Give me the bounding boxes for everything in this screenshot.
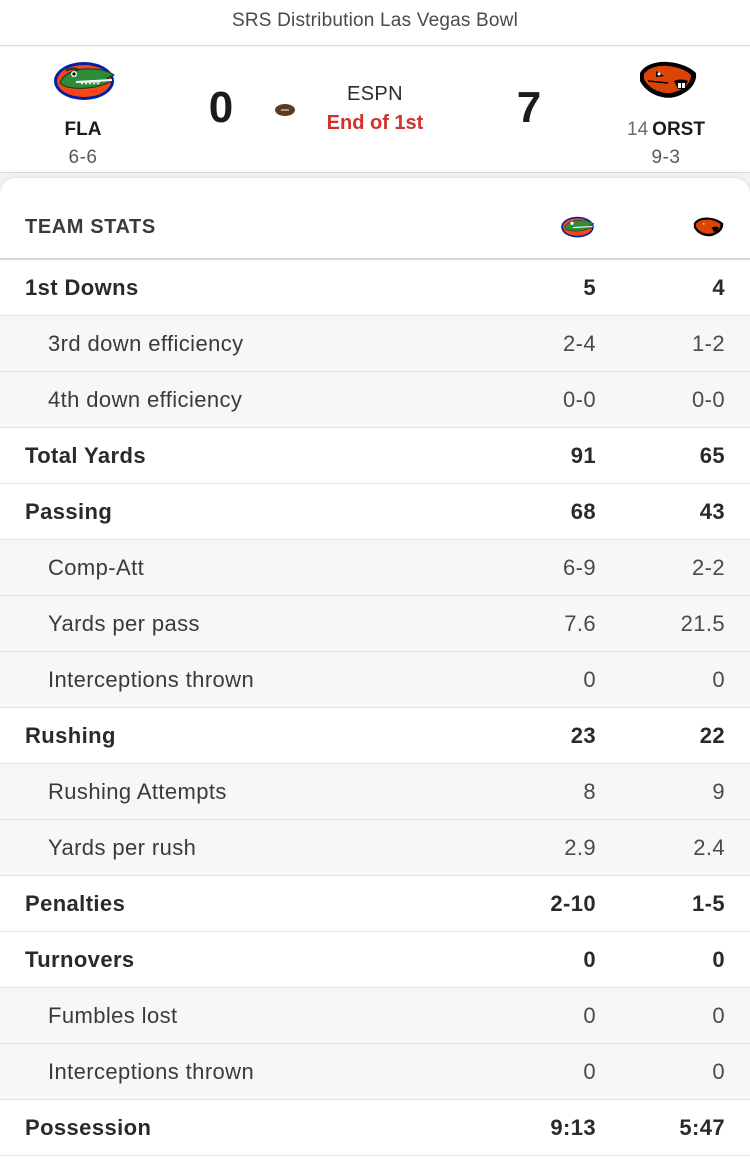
stat-away-value: 0-0 [563,387,596,412]
stat-away-value: 0 [583,947,596,972]
stat-home-value: 9 [712,779,725,804]
stat-home-value: 4 [712,275,725,300]
stat-home-value: 1-2 [692,331,725,356]
stat-away-value: 0 [583,667,596,692]
stat-home-value: 0-0 [692,387,725,412]
stat-label: Interceptions thrown [48,1059,255,1084]
stat-away-value: 2-10 [550,891,596,916]
team-stats-title: TEAM STATS [25,216,156,238]
stat-away-value: 2-4 [563,331,596,356]
home-score: 7 [516,83,542,132]
stat-row: Total Yards 91 65 [0,428,750,484]
stat-row: Fumbles lost 0 0 [0,988,750,1044]
stat-label: Total Yards [25,443,146,468]
stat-label: Rushing [25,723,116,748]
stat-label: Passing [25,499,113,524]
stat-row: Rushing 23 22 [0,708,750,764]
stat-label: Yards per rush [48,835,197,860]
florida-gators-logo-icon [52,57,118,103]
stat-label: 4th down efficiency [48,387,243,412]
stat-away-value: 0 [583,1003,596,1028]
stat-away-value: 0 [583,1059,596,1084]
stat-row: Yards per pass 7.6 21.5 [0,596,750,652]
stat-home-value: 2-2 [692,555,725,580]
home-team-name: 14 ORST [600,119,732,141]
stat-row: Rushing Attempts 8 9 [0,764,750,820]
team-stats-card: TEAM STATS 1st Downs 5 4 [0,178,750,1160]
stat-row: Passing 68 43 [0,484,750,540]
stat-label: 3rd down efficiency [48,331,244,356]
stat-away-value: 6-9 [563,555,596,580]
football-icon [274,103,296,117]
away-team-record: 6-6 [68,147,98,168]
home-team-abbr: ORST [652,119,705,140]
stat-row: Comp-Att 6-9 2-2 [0,540,750,596]
stat-home-value: 0 [712,1059,725,1084]
stat-row: Penalties 2-10 1-5 [0,876,750,932]
stat-away-value: 8 [583,779,596,804]
stat-away-value: 23 [570,723,596,748]
stat-home-value: 0 [712,947,725,972]
stat-label: 1st Downs [25,275,139,300]
stat-row: 1st Downs 5 4 [0,260,750,316]
stat-row: Possession 9:13 5:47 [0,1100,750,1156]
stat-away-value: 9:13 [550,1115,596,1140]
stat-label: Yards per pass [48,611,200,636]
stat-away-value: 2.9 [564,835,596,860]
bowl-title: SRS Distribution Las Vegas Bowl [0,0,750,46]
game-status: End of 1st [326,112,424,134]
stat-label: Comp-Att [48,555,145,580]
stat-home-value: 0 [712,1003,725,1028]
stat-home-value: 1-5 [692,891,725,916]
broadcast-network: ESPN [346,83,404,105]
stat-row: Interceptions thrown 0 0 [0,652,750,708]
stat-label: Penalties [25,891,126,916]
stat-row: Yards per rush 2.9 2.4 [0,820,750,876]
stat-home-value: 43 [699,499,725,524]
stat-away-value: 91 [570,443,596,468]
stat-home-value: 0 [712,667,725,692]
stat-home-value: 65 [699,443,725,468]
scoreboard[interactable]: FLA 6-6 0 ESPN End of 1st 7 14 ORST 9-3 [0,47,750,173]
oregon-state-beavers-logo-icon [634,59,700,101]
team-stats-header: TEAM STATS [0,178,750,260]
away-score: 0 [208,83,234,132]
stat-away-value: 5 [583,275,596,300]
home-team-rank: 14 [627,119,649,140]
florida-gators-small-logo-icon [560,214,596,239]
stat-label: Turnovers [25,947,135,972]
stat-label: Possession [25,1115,152,1140]
away-team-abbr: FLA [64,119,102,140]
stat-label: Interceptions thrown [48,667,255,692]
stat-home-value: 5:47 [679,1115,725,1140]
stat-away-value: 68 [570,499,596,524]
oregon-state-beavers-small-logo-icon [690,216,726,238]
stat-row: 3rd down efficiency 2-4 1-2 [0,316,750,372]
stat-home-value: 2.4 [693,835,725,860]
stat-label: Fumbles lost [48,1003,178,1028]
stat-home-value: 22 [699,723,725,748]
stat-away-value: 7.6 [564,611,596,636]
home-team-record: 9-3 [651,147,681,168]
stat-row: 4th down efficiency 0-0 0-0 [0,372,750,428]
stat-label: Rushing Attempts [48,779,227,804]
stat-row: Turnovers 0 0 [0,932,750,988]
stat-row: Interceptions thrown 0 0 [0,1044,750,1100]
stat-home-value: 21.5 [680,611,725,636]
